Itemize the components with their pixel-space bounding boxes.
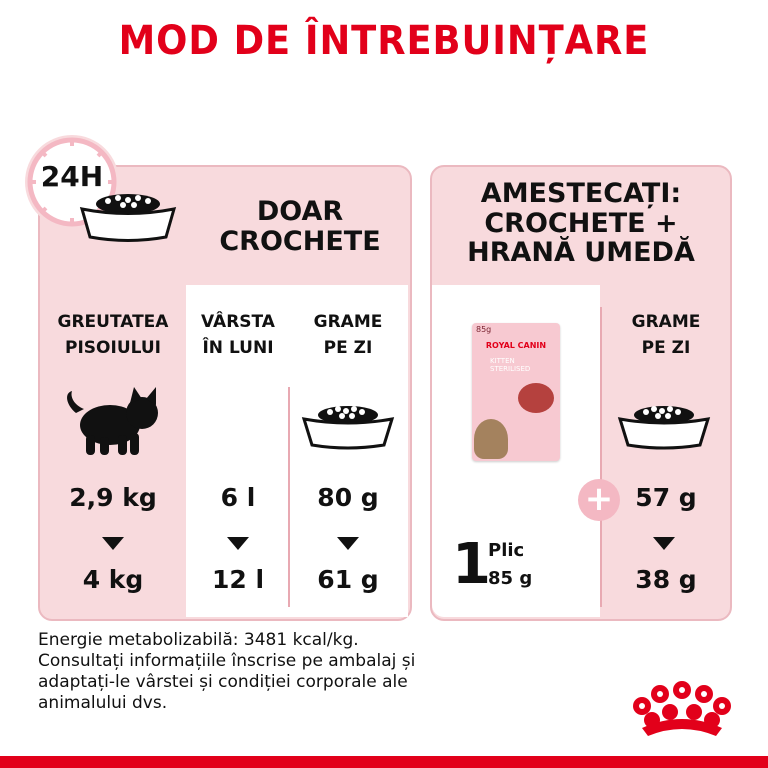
kitten-weight-header: GREUTATEA PISOIULUI — [57, 312, 169, 359]
food-bowl-icon — [79, 194, 177, 242]
food-chunks-image — [518, 383, 554, 413]
energy-note: Energie metabolizabilă: 3481 kcal/kg. Co… — [38, 630, 416, 713]
grams-start-value: 80 g — [317, 483, 379, 512]
clock-24h-icon — [25, 135, 119, 229]
weight-start-value: 2,9 kg — [69, 483, 157, 512]
grams-start-value: 57 g — [635, 483, 697, 512]
page-title: MOD DE ÎNTREBUINȚARE — [118, 18, 650, 64]
plus-icon: + — [578, 479, 620, 521]
brand-footer-bar — [0, 756, 768, 768]
table-white-band — [186, 285, 408, 617]
badge-24h-label: 24H — [40, 160, 104, 193]
pouch-count: 1 — [452, 532, 491, 597]
column-divider — [600, 307, 602, 607]
down-arrow-icon — [653, 537, 675, 550]
royal-canin-crown-logo — [633, 681, 731, 736]
grams-per-day-header: GRAME PE ZI — [313, 312, 383, 359]
grams-end-value: 61 g — [317, 565, 379, 594]
kitten-silhouette-icon — [67, 387, 158, 455]
pouch-quantity: Plic 85 g — [488, 540, 533, 589]
food-bowl-icon — [301, 406, 395, 450]
mixed-food-heading: AMESTECAȚI: CROCHETE + HRANĂ UMEDĂ — [467, 178, 695, 269]
kitten-photo — [474, 419, 508, 459]
weight-end-value: 4 kg — [82, 565, 144, 594]
grams-end-value: 38 g — [635, 565, 697, 594]
column-divider — [288, 387, 290, 607]
age-end-value: 12 l — [211, 565, 265, 594]
down-arrow-icon — [337, 537, 359, 550]
dry-food-heading: DOAR CROCHETE — [219, 196, 381, 257]
pouch-brand-label: ROYAL CANIN — [485, 341, 547, 350]
down-arrow-icon — [227, 537, 249, 550]
down-arrow-icon — [102, 537, 124, 550]
food-bowl-icon — [617, 406, 711, 450]
wet-food-pouch-image: 85g ROYAL CANIN KITTEN STERILISED — [472, 323, 560, 461]
age-start-value: 6 l — [220, 483, 256, 512]
mixed-food-panel: AMESTECAȚI: CROCHETE + HRANĂ UMEDĂ 85g R… — [430, 165, 732, 621]
age-months-header: VÂRSTA ÎN LUNI — [201, 312, 275, 359]
grams-per-day-header: GRAME PE ZI — [631, 312, 701, 359]
dry-food-panel: DOAR CROCHETE GREUTATEA PISOIULUI VÂRSTA… — [38, 165, 412, 621]
